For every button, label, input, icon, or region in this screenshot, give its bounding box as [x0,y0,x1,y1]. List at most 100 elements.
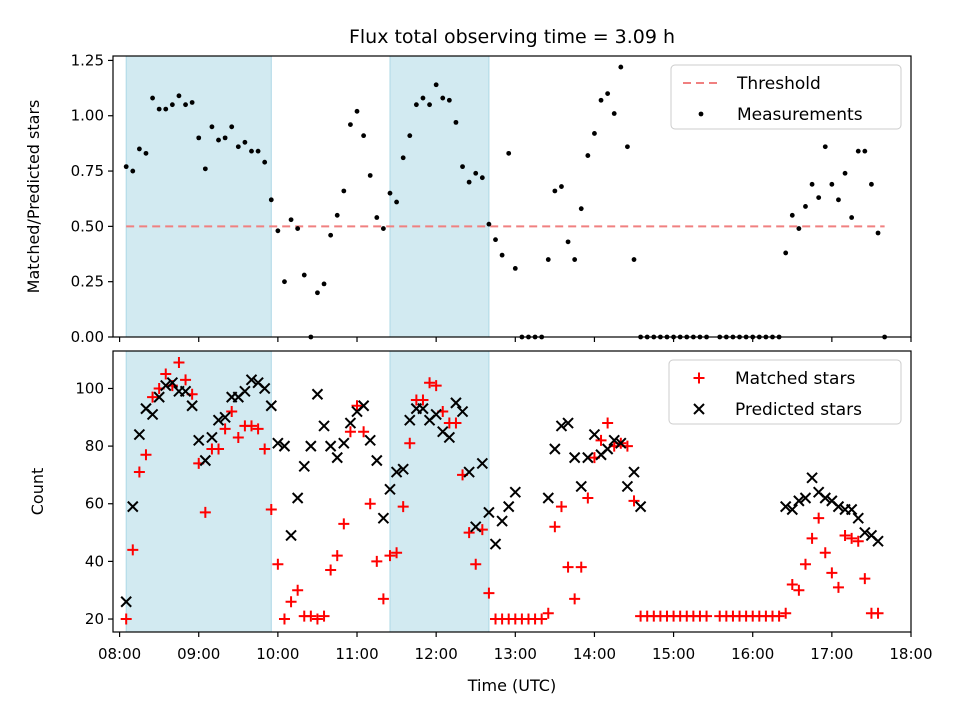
measurement-point [130,168,136,174]
predicted-star-point [430,408,442,421]
matched-star-point [311,613,323,625]
predicted-star-point [206,431,218,444]
x-tick-label: 16:00 [731,645,774,663]
matched-star-point [351,400,363,412]
measurement-point [380,226,386,231]
measurement-point [209,124,215,130]
measurement-point [407,133,413,139]
ratio-y-tick-label: 0.00 [71,328,104,346]
measurement-point [611,111,617,116]
measurement-point [348,122,353,127]
matched-star-point [826,567,838,579]
matched-star-point [199,506,211,518]
matched-star-point [318,610,330,622]
ratio-axes-frame [112,55,912,338]
legend-box [668,359,902,425]
measurement-point [295,226,301,231]
matched-star-point [285,596,297,608]
predicted-star-point [588,428,601,441]
ratio-y-tick-label: 0.75 [71,162,104,180]
measurement-point [367,173,373,178]
predicted-star-point [628,466,640,478]
measurement-point [420,95,426,101]
measurement-point [150,95,155,101]
predicted-star-point [324,440,337,452]
measurement-point [301,272,307,278]
measurement-point [341,188,347,194]
predicted-star-point [166,376,179,389]
matched-star-point [160,368,172,380]
matched-star-point [371,555,383,567]
measurement-point [275,228,281,234]
measurement-point [268,197,274,203]
measurement-point [387,190,393,196]
predicted-star-point [502,500,515,513]
matched-star-point [338,518,350,530]
predicted-star-point [476,457,489,470]
measurement-point [493,237,498,243]
predicted-star-point [615,437,627,449]
predicted-star-point [364,434,376,447]
matched-star-point [278,613,290,625]
matched-star-point [364,498,376,510]
predicted-star-point [318,420,330,432]
matched-star-point [813,512,825,524]
matched-star-point [272,558,284,570]
matched-star-point [219,423,231,435]
matched-star-point [786,578,798,590]
matched-star-point [140,449,152,461]
matched-star-point [259,443,271,455]
matched-star-point [344,426,356,438]
matched-star-point [819,547,831,559]
measurement-point [262,159,268,165]
predicted-star-point [463,466,475,478]
ratio-y-tick-label: 0.50 [71,217,104,235]
predicted-star-point [146,408,159,421]
predicted-star-point [509,486,522,498]
count-y-tick-label: 20 [85,610,104,628]
matched-star-point [780,607,792,619]
ratio-y-axis-label: Matched/Predicted stars [24,100,43,294]
matched-star-point [701,610,713,622]
legend-matched-swatch [693,372,705,384]
measurement-point [163,106,169,112]
matched-star-point [226,406,238,418]
x-tick-label: 10:00 [256,645,299,663]
measurement-point [842,170,848,176]
measurement-point [136,146,142,152]
matched-star-point [417,394,429,406]
measurement-point [631,257,637,262]
matched-star-point [582,492,594,504]
predicted-star-point [450,397,462,409]
measurement-point [143,150,149,156]
ratio-observing-interval [389,55,490,338]
measurement-point [578,206,584,212]
predicted-star-point [443,431,456,444]
measurement-point [552,188,558,194]
measurement-point [222,135,228,141]
count-y-tick-label: 80 [85,437,104,455]
count-observing-interval [125,350,272,633]
matched-star-point [483,587,495,599]
measurement-point [803,204,808,209]
measurement-point [394,199,399,205]
matched-star-point [806,532,818,544]
ratio-y-tick-label: 1.25 [71,51,104,69]
matched-star-point [555,501,567,513]
predicted-star-point [496,515,508,527]
predicted-star-point [489,538,502,550]
predicted-star-point [311,388,324,400]
measurement-point [361,133,367,139]
measurement-point [506,150,512,156]
measurement-point [413,102,419,108]
predicted-star-point [258,382,271,395]
measurement-point [288,217,294,223]
x-tick-label: 09:00 [177,645,220,663]
matched-star-point [305,610,317,622]
matched-star-point [245,420,257,432]
measurement-point [216,137,221,143]
matched-star-point [463,527,475,539]
matched-star-point [575,561,587,573]
measurement-point [855,148,861,154]
measurement-point [809,181,815,187]
